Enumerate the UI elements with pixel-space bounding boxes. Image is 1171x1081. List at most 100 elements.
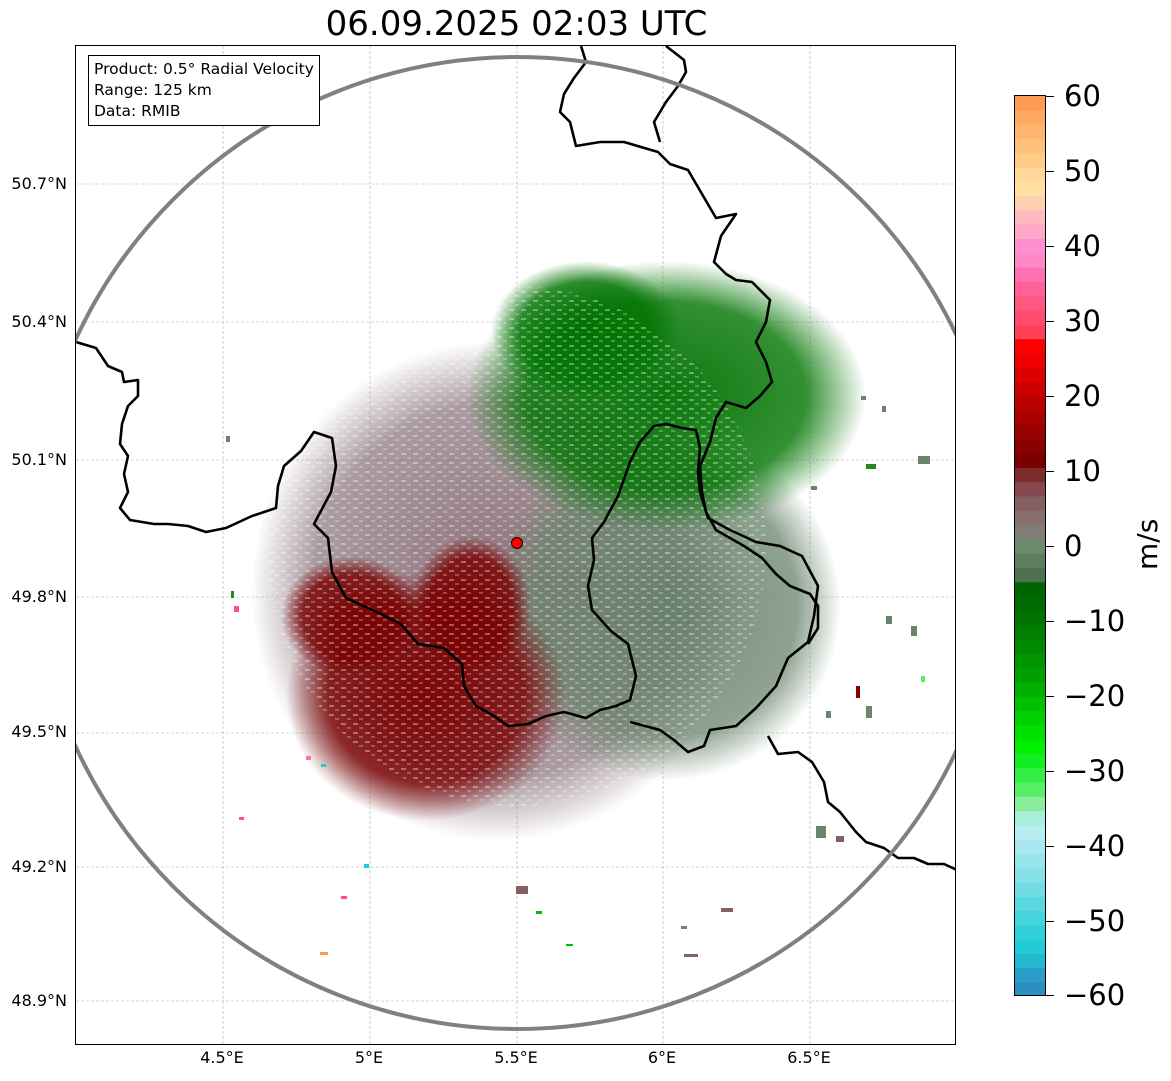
lat-label-48-9: 48.9°N [11,991,67,1010]
scattered-echoes [226,396,930,957]
colorbar-label-10: 10 [1064,454,1101,488]
range-ring [76,55,955,1031]
colorbar-band [1015,124,1045,140]
colorbar-band [1015,96,1045,111]
colorbar-tick [1046,246,1054,247]
colorbar-band [1015,210,1045,226]
colorbar-band [1015,296,1045,312]
product-label: Product: 0.5° Radial Velocity [94,60,314,78]
velocity-colorbar [1014,95,1046,996]
colorbar-band [1015,739,1045,755]
lat-label-50-4: 50.4°N [11,312,67,331]
colorbar-band [1015,382,1045,397]
colorbar-tick [1046,471,1054,472]
colorbar-band [1015,710,1045,726]
colorbar-band [1015,982,1045,995]
colorbar-label-0: 0 [1064,529,1083,563]
colorbar-tick [1046,621,1054,622]
colorbar-band [1015,782,1045,798]
colorbar-label-minus-10: −10 [1064,604,1126,638]
radar-site-marker [511,537,523,549]
colorbar-label-minus-20: −20 [1064,679,1126,713]
colorbar-tick [1046,546,1054,547]
colorbar-band [1015,482,1045,498]
colorbar-band [1015,496,1045,512]
lat-label-49-8: 49.8°N [11,587,67,606]
colorbar-band [1015,110,1045,126]
lat-label-49-5: 49.5°N [11,722,67,741]
radar-map[interactable] [75,45,956,1045]
colorbar-band [1015,682,1045,698]
colorbar-label-30: 30 [1064,304,1101,338]
colorbar-label-minus-60: −60 [1064,978,1126,1012]
colorbar-tick [1046,171,1054,172]
colorbar-band [1015,367,1045,383]
map-title: 06.09.2025 02:03 UTC [325,4,708,44]
lat-label-49-2: 49.2°N [11,857,67,876]
range-label: Range: 125 km [94,81,212,99]
colorbar-band [1015,453,1045,469]
colorbar-band [1015,882,1045,898]
colorbar-tick [1046,696,1054,697]
colorbar-band [1015,324,1045,340]
colorbar-tick [1046,396,1054,397]
colorbar-band [1015,396,1045,412]
colorbar-band [1015,267,1045,283]
lon-label-5-5: 5.5°E [494,1048,538,1067]
colorbar-band [1015,868,1045,884]
colorbar-band [1015,239,1045,254]
colorbar-unit-label: m/s [1131,518,1164,570]
colorbar-band [1015,353,1045,369]
colorbar-band [1015,968,1045,984]
colorbar-band [1015,853,1045,869]
colorbar-band [1015,567,1045,583]
colorbar-band [1015,424,1045,440]
colorbar-tick [1046,771,1054,772]
colorbar-band [1015,639,1045,655]
colorbar-label-40: 40 [1064,229,1101,263]
colorbar-band [1015,181,1045,197]
colorbar-band [1015,839,1045,855]
colorbar-gradient [1015,96,1045,995]
colorbar-tick [1046,846,1054,847]
colorbar-tick [1046,995,1054,996]
colorbar-band [1015,167,1045,183]
lon-label-6-5: 6.5°E [787,1048,831,1067]
product-info-box: Product: 0.5° Radial Velocity Range: 125… [88,55,320,126]
colorbar-label-minus-30: −30 [1064,754,1126,788]
colorbar-band [1015,153,1045,169]
colorbar-band [1015,911,1045,927]
colorbar-band [1015,796,1045,812]
colorbar-label-minus-50: −50 [1064,904,1126,938]
radar-map-canvas [76,46,955,1044]
colorbar-band [1015,339,1045,355]
colorbar-band [1015,753,1045,769]
colorbar-band [1015,825,1045,841]
data-source-label: Data: RMIB [94,102,181,120]
colorbar-band [1015,467,1045,483]
lon-label-4-5: 4.5°E [200,1048,244,1067]
colorbar-band [1015,653,1045,669]
colorbar-label-60: 60 [1064,79,1101,113]
colorbar-band [1015,896,1045,912]
colorbar-tick [1046,921,1054,922]
colorbar-band [1015,539,1045,555]
colorbar-band [1015,138,1045,154]
colorbar-band [1015,525,1045,540]
colorbar-band [1015,253,1045,269]
lat-label-50-1: 50.1°N [11,450,67,469]
colorbar-band [1015,939,1045,955]
colorbar-band [1015,668,1045,683]
colorbar-band [1015,196,1045,212]
velocity-echoes [251,261,866,841]
colorbar-band [1015,625,1045,641]
lon-label-6: 6°E [647,1048,677,1067]
country-borders [76,46,955,871]
colorbar-band [1015,610,1045,626]
colorbar-band [1015,596,1045,612]
colorbar-band [1015,310,1045,326]
colorbar-tick [1046,96,1054,97]
colorbar-label-50: 50 [1064,154,1101,188]
colorbar-band [1015,696,1045,712]
colorbar-band [1015,439,1045,455]
